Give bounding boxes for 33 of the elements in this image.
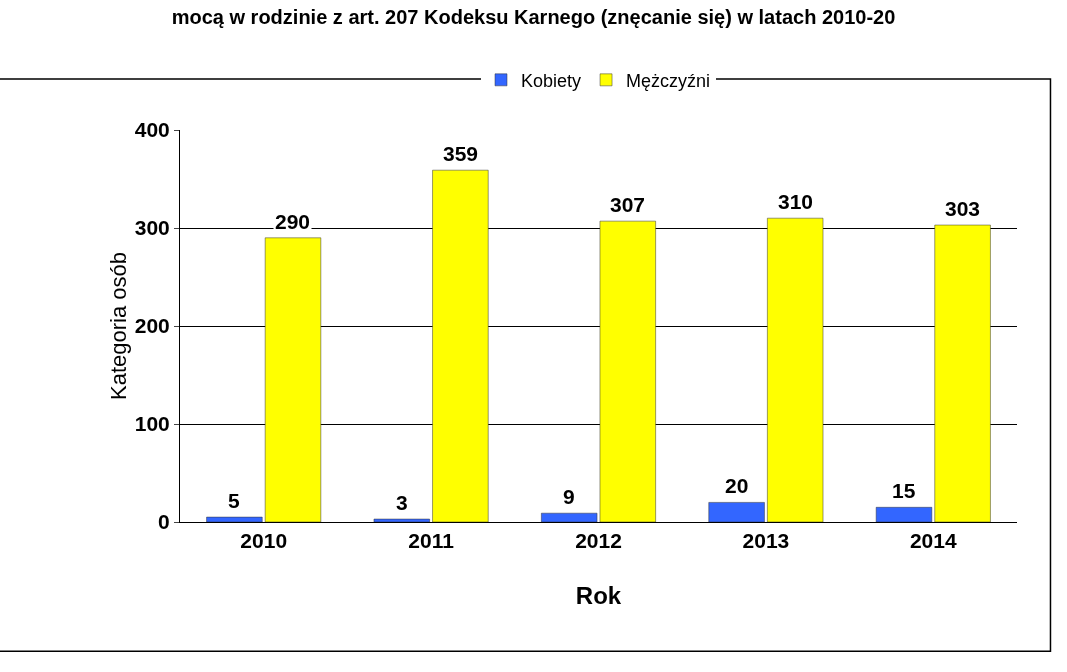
bar: [708, 502, 765, 522]
bar: [373, 518, 430, 522]
x-tick-label: 2010: [240, 529, 288, 553]
data-label: 5: [228, 489, 240, 512]
legend-label: Kobiety: [521, 70, 582, 91]
y-tick-label: 0: [158, 510, 170, 534]
x-tick-label: 2013: [742, 529, 790, 553]
data-label: 303: [945, 197, 981, 220]
x-tick-label: 2012: [575, 529, 622, 553]
bar: [206, 516, 263, 522]
data-label: 307: [610, 193, 646, 216]
y-axis-title: Kategoria osób: [106, 252, 131, 400]
data-label: 359: [443, 142, 479, 165]
data-label: 3: [396, 491, 408, 514]
bar: [264, 237, 322, 522]
x-axis-title: Rok: [575, 582, 622, 609]
data-label: 310: [778, 190, 814, 213]
data-label: 15: [892, 479, 916, 502]
bar: [767, 217, 824, 522]
x-tick-label: 2014: [909, 529, 957, 553]
data-label: 290: [275, 210, 311, 233]
data-label: 20: [725, 474, 749, 497]
bar: [875, 507, 933, 522]
data-label: 9: [563, 485, 575, 508]
y-tick-label: 400: [134, 118, 170, 142]
y-tick-label: 300: [134, 216, 170, 240]
bar: [934, 224, 991, 522]
x-tick-label: 2011: [408, 529, 455, 553]
y-tick-label: 100: [134, 412, 170, 436]
chart-title: mocą w rodzinie z art. 207 Kodeksu Karnego (znęcanie się) w latach 2010-20: [171, 6, 896, 29]
bar: [432, 169, 489, 522]
y-tick-label: 200: [134, 314, 170, 338]
legend-label: Mężczyźni: [626, 70, 711, 91]
